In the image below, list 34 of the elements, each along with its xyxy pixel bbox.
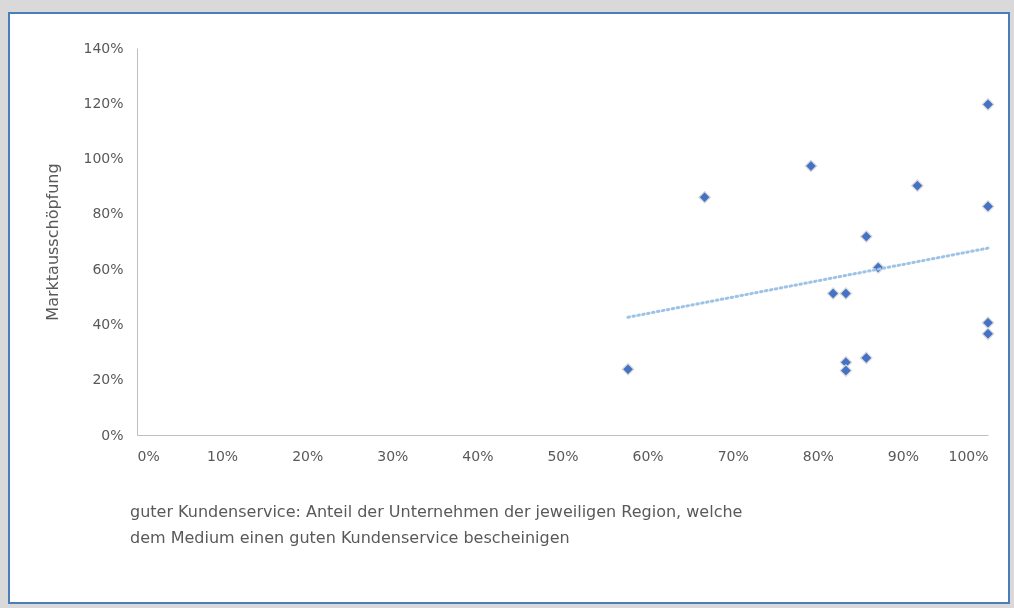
point (698, 190, 711, 204)
point (860, 230, 873, 243)
x-tick-label: 30% (377, 447, 409, 464)
point (804, 159, 818, 173)
y-tick-label: 120% (83, 94, 124, 111)
y-tick-label: 40% (92, 315, 124, 332)
point (621, 362, 635, 376)
x-tick-label: 80% (802, 447, 834, 464)
x-axis-title: guter Kundenservice: Anteil der Unternehmen der jeweiligen Region, welche dem Medium einen guten Kundenservice bescheinigen (130, 501, 744, 549)
point (839, 364, 853, 377)
point (981, 200, 995, 213)
x-tick-label: 40% (462, 447, 494, 464)
x-tick-label: 60% (632, 447, 664, 464)
x-tick-label: 50% (547, 447, 579, 464)
y-tick-label: 0% (101, 426, 124, 443)
x-tick-label: 0% (137, 447, 160, 464)
y-tick-label: 60% (92, 260, 124, 277)
y-tick-label: 80% (92, 205, 124, 222)
point (839, 287, 853, 300)
point (911, 179, 924, 192)
y-tick-label: 100% (83, 150, 124, 167)
x-tick-label: 90% (887, 447, 919, 464)
x-tick-label: 70% (717, 447, 749, 464)
y-tick-label: 140% (83, 39, 124, 56)
point (860, 351, 873, 365)
y-axis-title: Marktausschöpfung (43, 163, 63, 321)
point (981, 98, 995, 111)
y-tick-label: 20% (92, 371, 124, 388)
point (981, 316, 995, 330)
x-tick-label: 10% (207, 447, 239, 464)
point (981, 327, 995, 341)
point (826, 287, 840, 300)
x-tick-label: 20% (292, 447, 324, 464)
x-tick-label: 100% (948, 447, 989, 464)
